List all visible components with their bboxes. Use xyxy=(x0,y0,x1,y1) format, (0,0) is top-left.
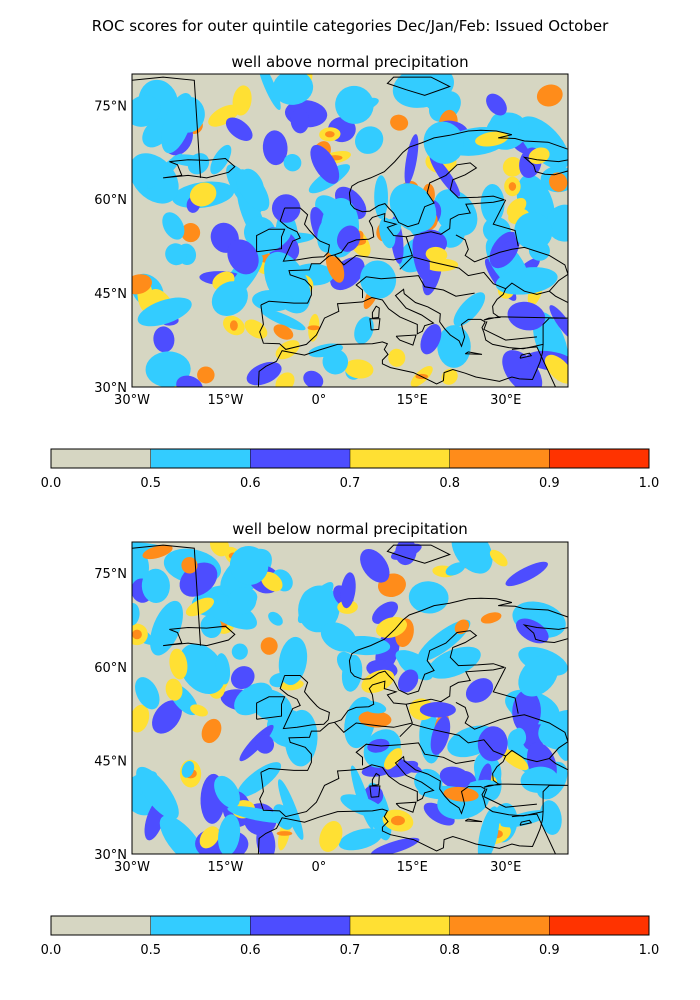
lat-tick-label: 30°N xyxy=(94,848,127,863)
colorbar-segment xyxy=(150,449,251,468)
colorbar-segment xyxy=(150,916,251,935)
colorbar-tick-label: 0.5 xyxy=(140,943,161,958)
lat-tick-labels-below: 30°N 45°N 60°N 75°N xyxy=(94,567,127,863)
lat-tick-labels-above: 30°N 45°N 60°N 75°N xyxy=(94,99,127,396)
lon-tick-label: 0° xyxy=(311,860,326,875)
colorbar-segment xyxy=(549,449,649,468)
roc-field-below xyxy=(132,542,568,854)
coastlines-below xyxy=(132,544,568,854)
lon-tick-label: 30°W xyxy=(114,860,150,875)
colorbar-tick-label: 1.0 xyxy=(639,476,660,491)
colorbar-segment xyxy=(51,916,151,935)
colorbar-segment xyxy=(250,916,350,935)
figure-title: ROC scores for outer quintile categories… xyxy=(92,17,609,35)
map-panel-below: well below normal precipitation 30°N 45°N… xyxy=(94,520,569,875)
lat-tick-label: 60°N xyxy=(94,193,127,208)
colorbar-tick-label: 0.0 xyxy=(41,943,62,958)
map-frame-below xyxy=(131,541,569,855)
colorbar-tick-label: 0.6 xyxy=(240,476,261,491)
coastlines-above xyxy=(132,76,568,387)
map-title-above: well above normal precipitation xyxy=(231,53,468,71)
lon-tick-label: 30°E xyxy=(490,393,521,408)
map-title-below: well below normal precipitation xyxy=(232,520,468,538)
lon-tick-label: 15°E xyxy=(397,393,428,408)
lon-tick-label: 0° xyxy=(311,393,326,408)
colorbar-tick-label: 0.7 xyxy=(340,476,361,491)
colorbar-tick-label: 0.6 xyxy=(240,943,261,958)
map-frame-above xyxy=(131,73,569,388)
colorbar-tick-label: 0.9 xyxy=(539,943,560,958)
colorbar-tick-label: 0.5 xyxy=(140,476,161,491)
colorbar-tick-label: 1.0 xyxy=(639,943,660,958)
colorbar-tick-label: 0.9 xyxy=(539,476,560,491)
colorbar-below: 0.0 0.5 0.6 0.7 0.8 0.9 1.0 xyxy=(41,915,660,958)
colorbar-tick-label: 0.7 xyxy=(340,943,361,958)
roc-field-above xyxy=(132,74,568,387)
map-panel-above: well above normal precipitation 30°N 45°N… xyxy=(94,53,569,408)
lat-tick-label: 75°N xyxy=(94,99,127,114)
lon-tick-label: 30°W xyxy=(114,393,150,408)
lon-tick-labels-below: 30°W 15°W 0° 15°E 30°E xyxy=(114,860,521,875)
colorbar-above: 0.0 0.5 0.6 0.7 0.8 0.9 1.0 xyxy=(41,448,660,491)
lon-tick-label: 15°W xyxy=(207,393,243,408)
lon-tick-labels-above: 30°W 15°W 0° 15°E 30°E xyxy=(114,393,521,408)
lat-tick-label: 60°N xyxy=(94,661,127,676)
lat-tick-label: 45°N xyxy=(94,287,127,302)
lat-tick-label: 30°N xyxy=(94,381,127,396)
colorbar-segment xyxy=(449,916,550,935)
colorbar-segment xyxy=(549,916,649,935)
lon-tick-label: 15°W xyxy=(207,860,243,875)
colorbar-segment xyxy=(51,449,151,468)
colorbar-segment xyxy=(250,449,350,468)
lat-tick-label: 45°N xyxy=(94,754,127,769)
colorbar-segment xyxy=(449,449,550,468)
lon-tick-label: 15°E xyxy=(397,860,428,875)
colorbar-tick-label: 0.8 xyxy=(439,943,460,958)
lat-tick-label: 75°N xyxy=(94,567,127,582)
colorbar-tick-label: 0.0 xyxy=(41,476,62,491)
colorbar-segment xyxy=(350,916,450,935)
lon-tick-label: 30°E xyxy=(490,860,521,875)
colorbar-tick-label: 0.8 xyxy=(439,476,460,491)
colorbar-segment xyxy=(350,449,450,468)
